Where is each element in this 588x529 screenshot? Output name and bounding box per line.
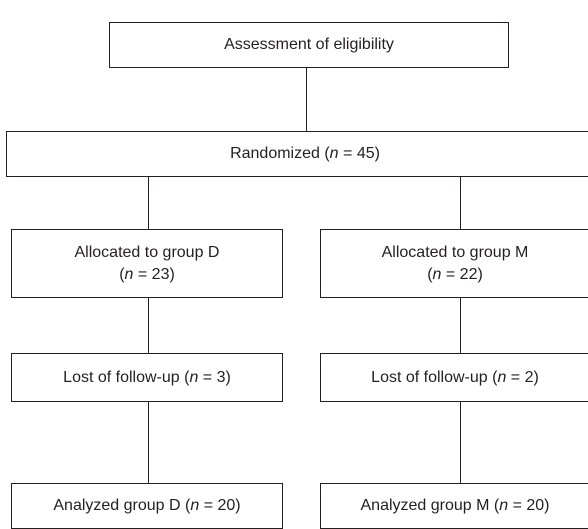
allocated-group-m-box: Allocated to group M (n = 22) xyxy=(320,229,588,298)
lost-group-m-label: Lost of follow-up (n = 2) xyxy=(371,368,539,386)
allocated-group-m-line1: Allocated to group M xyxy=(381,243,529,261)
analyzed-group-m-box: Analyzed group M (n = 20) xyxy=(320,483,588,529)
allocated-group-m-line2: (n = 22) xyxy=(427,265,483,283)
connector-assessment-randomized xyxy=(306,67,307,132)
connector-group-d-allocated-lost xyxy=(148,297,149,354)
allocated-group-d-line2: (n = 23) xyxy=(119,265,175,283)
analyzed-group-d-label: Analyzed group D (n = 20) xyxy=(53,497,241,514)
allocated-group-d-line1: Allocated to group D xyxy=(74,243,220,261)
connector-group-d-lost-analyzed xyxy=(148,401,149,484)
connector-randomized-group-m xyxy=(460,176,461,230)
randomized-box: Randomized (n = 45) xyxy=(6,131,588,177)
lost-group-d-label: Lost of follow-up (n = 3) xyxy=(63,368,231,386)
assessment-box: Assessment of eligibility xyxy=(109,22,509,68)
randomized-label: Randomized (n = 45) xyxy=(230,145,380,162)
lost-group-d-box: Lost of follow-up (n = 3) xyxy=(11,353,283,402)
analyzed-group-d-box: Analyzed group D (n = 20) xyxy=(11,483,283,529)
connector-group-m-lost-analyzed xyxy=(460,401,461,484)
connector-group-m-allocated-lost xyxy=(460,297,461,354)
connector-randomized-group-d xyxy=(148,176,149,230)
lost-group-m-box: Lost of follow-up (n = 2) xyxy=(320,353,588,402)
assessment-label: Assessment of eligibility xyxy=(224,36,394,53)
allocated-group-d-box: Allocated to group D (n = 23) xyxy=(11,229,283,298)
analyzed-group-m-label: Analyzed group M (n = 20) xyxy=(360,497,550,514)
